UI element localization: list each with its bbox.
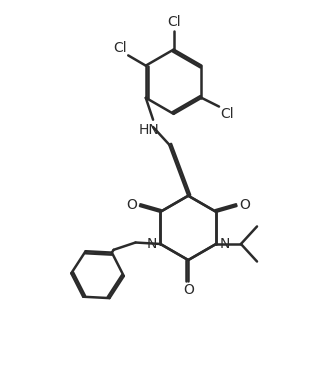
Text: Cl: Cl xyxy=(220,107,234,121)
Text: N: N xyxy=(147,237,157,251)
Text: Cl: Cl xyxy=(113,40,127,55)
Text: N: N xyxy=(220,237,230,251)
Text: O: O xyxy=(183,283,194,298)
Text: Cl: Cl xyxy=(167,14,180,29)
Text: O: O xyxy=(239,197,250,211)
Text: O: O xyxy=(127,197,138,211)
Text: HN: HN xyxy=(138,123,159,137)
